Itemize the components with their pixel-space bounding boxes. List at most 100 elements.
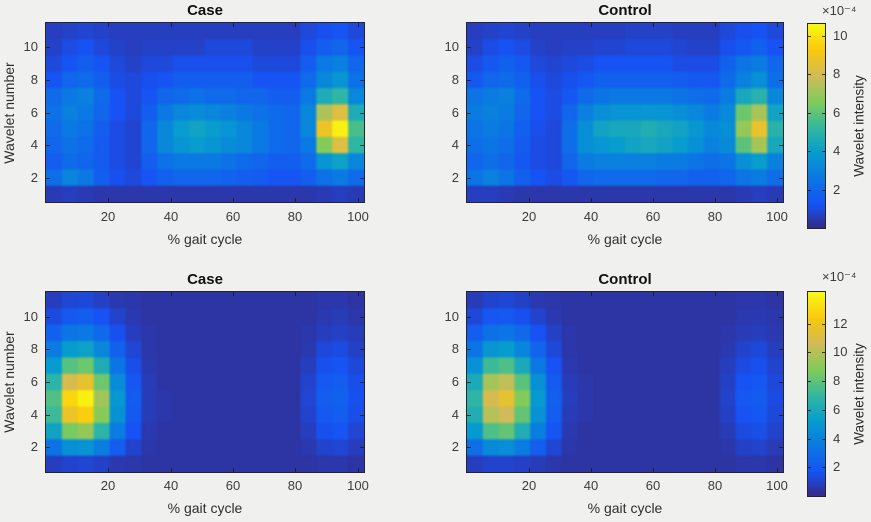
colorbar-tick-mark <box>808 189 811 191</box>
colorbar-tick-mark <box>808 380 811 382</box>
x-tick-mark <box>357 468 359 472</box>
y-tick-label: 10 <box>444 309 459 324</box>
x-tick-mark <box>294 23 296 27</box>
heatmap-canvas-bottom-control <box>467 292 783 472</box>
y-tick-mark <box>779 348 783 350</box>
y-tick-mark <box>360 414 364 416</box>
colorbar-tick-mark <box>822 189 825 191</box>
x-tick-mark <box>232 292 234 296</box>
y-tick-mark <box>779 446 783 448</box>
y-tick-mark <box>779 46 783 48</box>
colorbar-tick-mark <box>808 112 811 114</box>
y-tick-label: 2 <box>30 170 38 185</box>
y-tick-label: 8 <box>451 72 459 87</box>
panel-title-top-control: Control <box>598 2 652 19</box>
colorbar-tick-label: 4 <box>833 431 841 446</box>
x-tick-mark <box>170 468 172 472</box>
y-tick-label: 2 <box>451 170 459 185</box>
y-tick-mark <box>46 144 50 146</box>
colorbar-tick-label: 2 <box>833 459 841 474</box>
colorbar-tick-mark <box>822 112 825 114</box>
x-tick-label: 60 <box>225 209 241 224</box>
x-tick-mark <box>170 23 172 27</box>
y-tick-mark <box>46 46 50 48</box>
y-tick-mark <box>467 112 471 114</box>
colorbar-label-bottom: Wavelet intensity <box>851 343 867 445</box>
colorbar-tick-mark <box>808 351 811 353</box>
y-tick-label: 10 <box>444 39 459 54</box>
y-tick-mark <box>46 446 50 448</box>
x-tick-label: 20 <box>100 478 116 493</box>
y-tick-label: 2 <box>451 439 459 454</box>
colorbar-tick-mark <box>822 466 825 468</box>
x-tick-mark <box>652 198 654 202</box>
colorbar-tick-mark <box>822 351 825 353</box>
colorbar-tick-label: 6 <box>833 105 841 120</box>
x-tick-mark <box>590 292 592 296</box>
x-tick-label: 100 <box>766 478 788 493</box>
y-tick-label: 4 <box>451 407 459 422</box>
colorbar-label-top: Wavelet intensity <box>851 75 867 177</box>
panel-title-top-case: Case <box>187 2 223 19</box>
x-tick-mark <box>528 198 530 202</box>
y-tick-label: 6 <box>451 105 459 120</box>
y-tick-label: 8 <box>30 341 38 356</box>
colorbar-tick-label: 8 <box>833 373 841 388</box>
x-tick-mark <box>652 468 654 472</box>
heatmap-panel-bottom-control <box>466 291 784 473</box>
x-tick-mark <box>528 292 530 296</box>
x-tick-mark <box>107 23 109 27</box>
y-tick-mark <box>779 112 783 114</box>
x-tick-mark <box>714 292 716 296</box>
x-tick-label: 60 <box>645 478 661 493</box>
y-tick-mark <box>779 316 783 318</box>
y-tick-mark <box>779 381 783 383</box>
y-tick-mark <box>360 144 364 146</box>
y-tick-mark <box>46 316 50 318</box>
x-tick-label: 80 <box>707 209 723 224</box>
colorbar-canvas-bottom <box>808 292 825 496</box>
y-tick-mark <box>46 112 50 114</box>
y-tick-mark <box>360 348 364 350</box>
y-tick-label: 10 <box>23 309 38 324</box>
x-tick-label: 40 <box>163 478 179 493</box>
x-axis-label-top-case: % gait cycle <box>167 231 243 247</box>
x-tick-mark <box>714 23 716 27</box>
colorbar-tick-label: 10 <box>833 28 848 43</box>
heatmap-canvas-top-case <box>46 23 364 202</box>
y-tick-mark <box>46 348 50 350</box>
y-tick-label: 8 <box>451 341 459 356</box>
x-tick-label: 80 <box>287 209 303 224</box>
y-tick-mark <box>46 414 50 416</box>
x-tick-mark <box>590 198 592 202</box>
x-tick-mark <box>776 292 778 296</box>
y-tick-mark <box>360 316 364 318</box>
panel-title-bottom-case: Case <box>187 271 223 288</box>
y-tick-mark <box>467 348 471 350</box>
colorbar-tick-mark <box>808 150 811 152</box>
y-tick-label: 4 <box>30 137 38 152</box>
colorbar-tick-mark <box>808 73 811 75</box>
colorbar-tick-mark <box>822 409 825 411</box>
y-tick-mark <box>779 144 783 146</box>
y-tick-mark <box>46 177 50 179</box>
y-tick-label: 6 <box>30 105 38 120</box>
colorbar-tick-mark <box>808 323 811 325</box>
x-axis-label-bottom-case: % gait cycle <box>167 500 243 516</box>
y-tick-mark <box>360 177 364 179</box>
heatmap-panel-top-control <box>466 22 784 203</box>
x-tick-mark <box>714 468 716 472</box>
x-tick-label: 40 <box>583 209 599 224</box>
x-tick-mark <box>776 198 778 202</box>
y-tick-mark <box>779 177 783 179</box>
y-tick-mark <box>779 414 783 416</box>
heatmap-panel-top-case <box>45 22 365 203</box>
heatmap-canvas-bottom-case <box>46 292 364 472</box>
x-tick-label: 40 <box>583 478 599 493</box>
y-tick-mark <box>467 446 471 448</box>
colorbar-tick-mark <box>808 438 811 440</box>
colorbar-tick-mark <box>822 438 825 440</box>
colorbar-bottom <box>807 291 826 497</box>
x-tick-label: 100 <box>347 478 369 493</box>
y-tick-mark <box>467 414 471 416</box>
